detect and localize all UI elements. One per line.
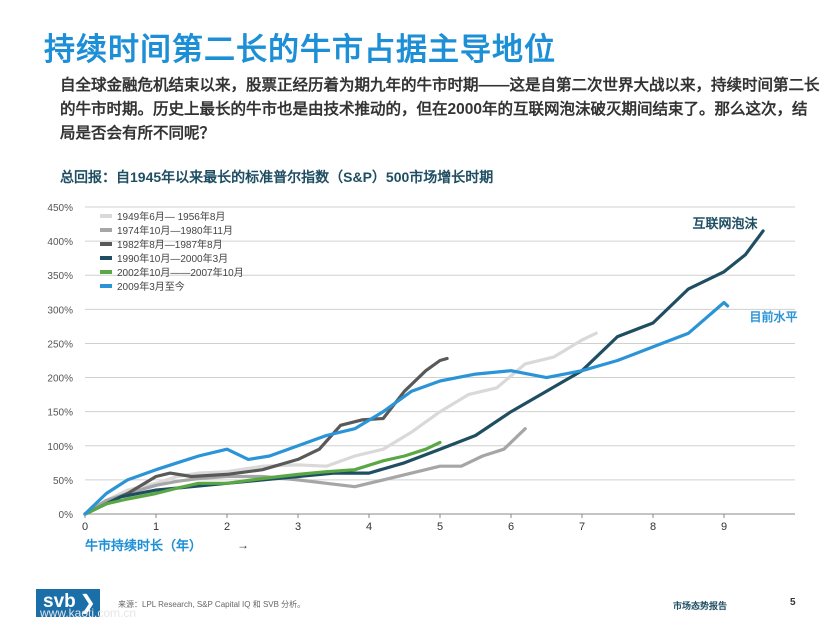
x-tick-label: 0 xyxy=(82,521,88,533)
x-tick-label: 2 xyxy=(224,521,230,533)
x-tick-label: 4 xyxy=(366,521,372,533)
annotation-current: 目前水平 xyxy=(750,309,798,324)
chart-subtitle: 总回报：自1945年以来最长的标准普尔指数（S&P）500市场增长时期 xyxy=(60,169,494,185)
x-tick-label: 5 xyxy=(437,521,443,533)
intro-text: 自全球金融危机结束以来，股票正经历着为期九年的牛市时期——这是自第二次世界大战以… xyxy=(60,77,820,142)
x-axis-label: 牛市持续时长（年） xyxy=(85,538,202,553)
y-tick-label: 50% xyxy=(53,476,73,487)
x-tick-label: 3 xyxy=(295,521,301,533)
y-tick-label: 150% xyxy=(47,408,73,419)
series-line xyxy=(83,300,730,516)
report-name: 市场态势报告 xyxy=(673,601,728,611)
x-tick-label: 6 xyxy=(508,521,514,533)
legend-label: 1990年10月—2000年3月 xyxy=(117,252,228,265)
x-tick-label: 9 xyxy=(721,521,727,533)
chevron-right-icon: ❯ xyxy=(79,592,96,614)
x-tick-label: 1 xyxy=(153,521,159,533)
x-tick-label: 8 xyxy=(650,521,656,533)
annotation-dotcom: 互联网泡沫 xyxy=(693,216,759,231)
series-line xyxy=(83,427,527,516)
source-note: 来源：LPL Research, S&P Capital IQ 和 SVB 分析… xyxy=(118,600,306,609)
legend-label: 2002年10月——2007年10月 xyxy=(117,266,244,279)
y-tick-label: 300% xyxy=(47,305,73,316)
series-line xyxy=(83,331,598,516)
chart: 0% 50% 100% 150% 200% 250% 300% 350% 400% 450% 0 1 2… xyxy=(47,203,798,553)
svb-logo: svb ❯ xyxy=(36,589,100,617)
y-tick-label: 350% xyxy=(47,271,73,282)
legend-label: 1982年8月—1987年8月 xyxy=(117,238,223,251)
svb-logo-text: svb xyxy=(43,591,76,612)
page-number: 5 xyxy=(790,597,796,608)
series-line xyxy=(83,229,765,516)
page-title: 持续时间第二长的牛市占据主导地位 xyxy=(44,32,556,67)
y-tick-label: 450% xyxy=(47,203,73,214)
y-tick-label: 250% xyxy=(47,339,73,350)
y-tick-label: 0% xyxy=(59,510,74,521)
y-tick-label: 400% xyxy=(47,237,73,248)
legend-label: 1949年6月— 1956年8月 xyxy=(117,210,225,223)
y-tick-label: 100% xyxy=(47,442,73,453)
series-line xyxy=(83,356,449,516)
watermark: www.kaoti.com.cn xyxy=(40,606,137,620)
x-axis-arrow: → xyxy=(237,538,249,552)
legend-label: 2009年3月至今 xyxy=(117,280,185,293)
legend-label: 1974年10月—1980年11月 xyxy=(117,224,233,237)
y-tick-label: 200% xyxy=(47,374,73,385)
x-tick-label: 7 xyxy=(579,521,585,533)
series-line xyxy=(83,440,442,516)
